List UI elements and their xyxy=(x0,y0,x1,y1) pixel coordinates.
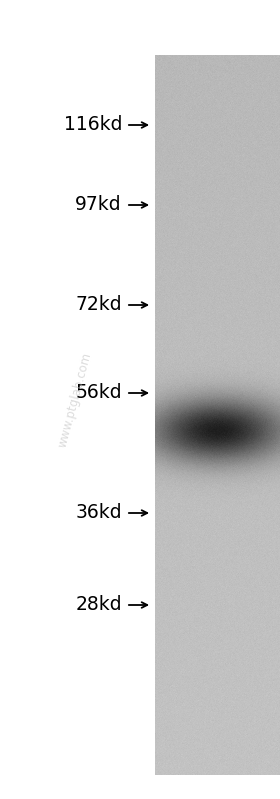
Text: 56kd: 56kd xyxy=(75,384,122,403)
Text: 72kd: 72kd xyxy=(75,296,122,315)
Text: www.ptglab.com: www.ptglab.com xyxy=(56,351,94,449)
Text: 116kd: 116kd xyxy=(64,116,122,134)
Text: 97kd: 97kd xyxy=(75,196,122,214)
Text: 28kd: 28kd xyxy=(75,595,122,614)
Text: 36kd: 36kd xyxy=(75,503,122,523)
